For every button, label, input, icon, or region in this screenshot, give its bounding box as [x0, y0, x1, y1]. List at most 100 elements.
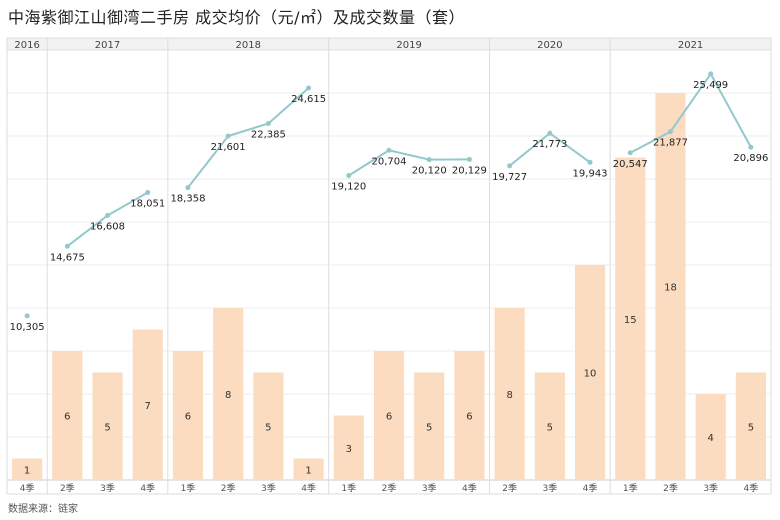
price-point [24, 313, 30, 319]
bar [574, 265, 606, 480]
bar [494, 308, 525, 480]
bar-value-label: 5 [547, 422, 553, 433]
bar [253, 372, 284, 480]
bar-value-label: 1 [305, 465, 311, 476]
data-source: 数据来源：链家 [8, 504, 78, 515]
bar-value-label: 6 [185, 412, 191, 423]
chart-title: 中海紫御江山御湾二手房 成交均价（元/㎡）及成交数量（套） [8, 8, 465, 27]
bar [373, 351, 405, 480]
price-point [426, 157, 432, 163]
x-tick-label: 4季 [140, 482, 155, 494]
x-tick-label: 4季 [301, 482, 316, 494]
price-point [185, 185, 191, 191]
price-point [105, 213, 111, 219]
bar-value-label: 6 [64, 412, 70, 423]
year-header-band [7, 38, 771, 50]
bar [615, 157, 646, 480]
bar-value-label: 5 [748, 422, 754, 433]
bar [132, 329, 163, 480]
bar-value-label: 1 [24, 465, 30, 476]
x-tick-label: 4季 [20, 482, 35, 494]
price-value-label: 10,305 [10, 322, 45, 333]
bar-value-label: 5 [426, 422, 432, 433]
x-tick-label: 2季 [60, 482, 75, 494]
year-label: 2019 [396, 40, 421, 51]
bar-value-label: 5 [265, 422, 271, 433]
price-value-label: 20,547 [613, 159, 648, 170]
x-tick-label: 3季 [100, 482, 115, 494]
bar-value-label: 8 [225, 390, 231, 401]
x-tick-label: 2季 [221, 482, 236, 494]
bar-value-label: 4 [707, 433, 713, 444]
bar-value-label: 7 [145, 401, 151, 412]
price-value-label: 21,877 [653, 138, 688, 149]
bar [655, 93, 686, 480]
bar [735, 372, 766, 480]
bar [293, 458, 324, 480]
x-tick-label: 3季 [422, 482, 437, 494]
bar-value-label: 8 [506, 390, 512, 401]
price-point [225, 133, 231, 139]
bar [333, 415, 364, 480]
year-label: 2021 [678, 40, 703, 51]
year-label: 2020 [537, 40, 562, 51]
bar [92, 372, 123, 480]
price-point [306, 85, 312, 91]
price-value-label: 21,773 [532, 139, 567, 150]
year-label: 2016 [14, 40, 39, 51]
x-tick-label: 4季 [583, 482, 598, 494]
bar [695, 394, 726, 480]
price-value-label: 18,358 [170, 194, 205, 205]
x-tick-label: 2季 [382, 482, 397, 494]
bar [414, 372, 445, 480]
price-point [708, 71, 714, 77]
price-point [265, 120, 271, 126]
price-point [547, 130, 553, 136]
price-line-segment [629, 72, 752, 154]
x-tick-label: 2季 [663, 482, 678, 494]
x-tick-label: 1季 [623, 482, 638, 494]
x-tick-label: 4季 [462, 482, 477, 494]
price-point [466, 156, 472, 162]
bar [12, 458, 43, 480]
x-tick-label: 3季 [261, 482, 276, 494]
price-point [346, 172, 352, 178]
price-point [627, 150, 633, 156]
price-point [507, 163, 513, 169]
bar-value-label: 10 [584, 369, 597, 380]
x-tick-label: 1季 [341, 482, 356, 494]
price-value-label: 20,120 [412, 166, 447, 177]
x-tick-label: 3季 [542, 482, 557, 494]
price-point [748, 144, 754, 150]
price-point [667, 129, 673, 135]
price-point [386, 147, 392, 153]
price-value-label: 20,704 [372, 156, 407, 167]
bar-value-label: 6 [386, 412, 392, 423]
price-value-label: 14,675 [50, 252, 85, 263]
price-value-label: 20,896 [733, 153, 768, 164]
price-line-segment [348, 149, 470, 177]
price-value-label: 24,615 [291, 94, 326, 105]
bar-value-label: 6 [466, 412, 472, 423]
price-value-label: 22,385 [251, 129, 286, 140]
price-value-label: 18,051 [130, 199, 165, 210]
bar [52, 351, 83, 480]
price-value-label: 21,601 [211, 142, 246, 153]
price-value-label: 19,943 [573, 168, 608, 179]
year-label: 2017 [95, 40, 120, 51]
price-point [587, 159, 593, 165]
price-value-label: 20,129 [452, 165, 487, 176]
x-tick-label: 2季 [502, 482, 517, 494]
price-point [145, 190, 151, 196]
price-value-label: 19,727 [492, 172, 527, 183]
year-label: 2018 [236, 40, 261, 51]
price-value-label: 16,608 [90, 222, 125, 233]
bar-value-label: 18 [664, 283, 677, 294]
x-tick-label: 1季 [181, 482, 196, 494]
x-tick-label: 4季 [744, 482, 759, 494]
price-line-segment [187, 87, 310, 189]
price-value-label: 25,499 [693, 80, 728, 91]
bar-value-label: 15 [624, 315, 637, 326]
price-point [64, 243, 70, 249]
